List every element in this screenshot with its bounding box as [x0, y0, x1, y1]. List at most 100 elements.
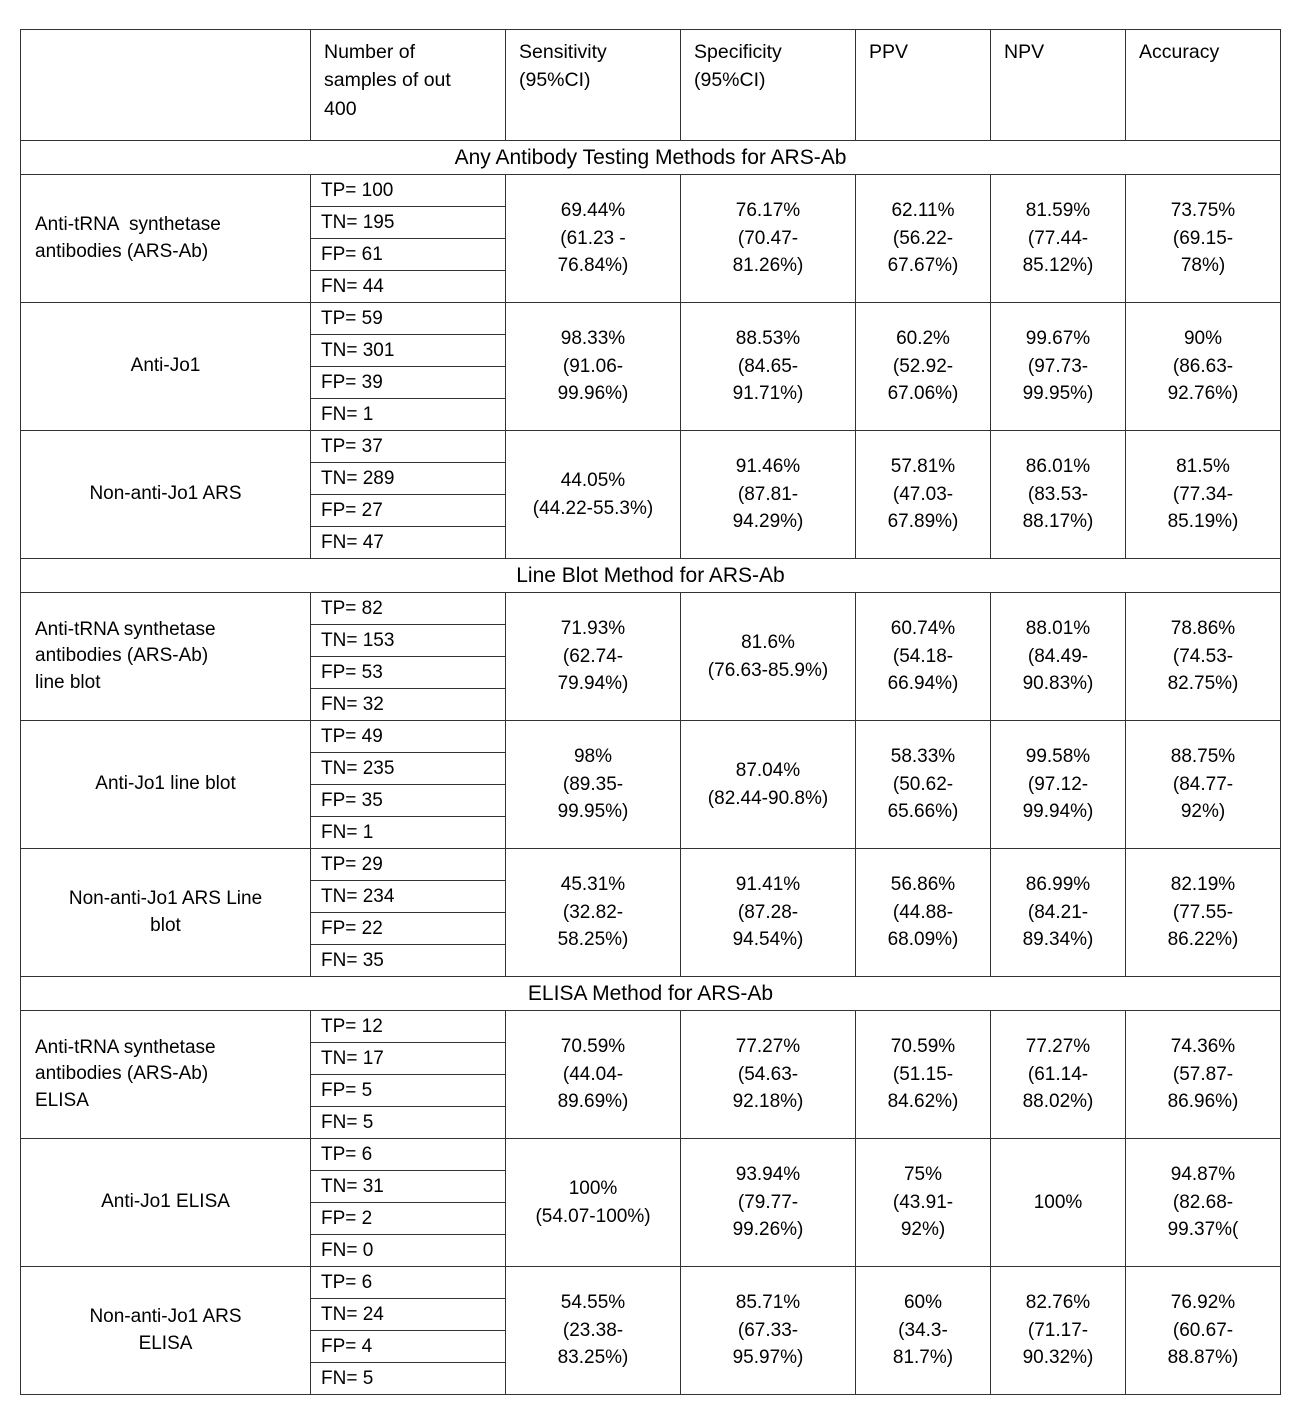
- ppv-cell: 70.59% (51.15- 84.62%): [855, 1010, 991, 1139]
- sample-count-cell: FN= 5: [310, 1106, 506, 1139]
- header-row: Number of samples of out 400 Sensitivity…: [20, 29, 1281, 141]
- accuracy-cell: 78.86% (74.53- 82.75%): [1125, 592, 1281, 721]
- sample-count-cell: TP= 49: [310, 720, 506, 753]
- accuracy-cell: 82.19% (77.55- 86.22%): [1125, 848, 1281, 977]
- ppv-cell: 60.2% (52.92- 67.06%): [855, 302, 991, 431]
- row-label: Non-anti-Jo1 ARS Line blot: [20, 848, 311, 977]
- sample-count-cell: FP= 22: [310, 912, 506, 945]
- data-row: Non-anti-Jo1 ARS TP= 37 44.05% (44.22-55.3…: [20, 430, 1281, 559]
- sample-count-cell: FN= 47: [310, 526, 506, 559]
- sensitivity-cell: 71.93% (62.74- 79.94%): [505, 592, 681, 721]
- sensitivity-cell: 69.44% (61.23 - 76.84%): [505, 174, 681, 303]
- specificity-cell: 77.27% (54.63- 92.18%): [680, 1010, 856, 1139]
- header-sensitivity: Sensitivity (95%CI): [505, 29, 681, 141]
- row-label: Anti-Jo1: [20, 302, 311, 431]
- accuracy-cell: 74.36% (57.87- 86.96%): [1125, 1010, 1281, 1139]
- ppv-cell: 56.86% (44.88- 68.09%): [855, 848, 991, 977]
- data-row: FP= 2: [21, 1202, 1281, 1235]
- sample-count-cell: TP= 6: [310, 1138, 506, 1171]
- data-row: Anti-Jo1 ELISA TP= 6 100% (54.07-100%) 93.9…: [20, 1138, 1281, 1267]
- sample-count-cell: FP= 2: [310, 1202, 506, 1235]
- section-header-row: Any Antibody Testing Methods for ARS-Ab: [20, 140, 1281, 175]
- ppv-cell: 60% (34.3- 81.7%): [855, 1266, 991, 1395]
- header-blank-cell: [20, 29, 311, 141]
- row-label: Anti-Jo1 line blot: [20, 720, 311, 849]
- data-row: FN= 1: [21, 398, 1281, 431]
- header-ppv: PPV: [855, 29, 991, 141]
- sample-count-cell: TN= 234: [310, 880, 506, 913]
- ppv-cell: 62.11% (56.22- 67.67%): [855, 174, 991, 303]
- data-row: FP= 27: [21, 494, 1281, 527]
- specificity-cell: 93.94% (79.77- 99.26%): [680, 1138, 856, 1267]
- section-title: Any Antibody Testing Methods for ARS-Ab: [20, 140, 1281, 175]
- data-row: FP= 53: [21, 656, 1281, 689]
- sample-count-cell: TN= 301: [310, 334, 506, 367]
- specificity-cell: 87.04% (82.44-90.8%): [680, 720, 856, 849]
- sample-count-cell: FN= 0: [310, 1234, 506, 1267]
- data-row: Anti-tRNA synthetase antibodies (ARS-Ab)…: [20, 592, 1281, 721]
- npv-cell: 86.99% (84.21- 89.34%): [990, 848, 1126, 977]
- npv-cell: 77.27% (61.14- 88.02%): [990, 1010, 1126, 1139]
- sample-count-cell: TP= 12: [310, 1010, 506, 1043]
- sample-count-cell: FN= 32: [310, 688, 506, 721]
- npv-cell: 88.01% (84.49- 90.83%): [990, 592, 1126, 721]
- sample-count-cell: TP= 82: [310, 592, 506, 625]
- npv-cell: 81.59% (77.44- 85.12%): [990, 174, 1126, 303]
- data-row: FN= 5: [21, 1362, 1281, 1395]
- sample-count-cell: FP= 35: [310, 784, 506, 817]
- row-label: Anti-Jo1 ELISA: [20, 1138, 311, 1267]
- row-label: Anti-tRNA synthetase antibodies (ARS-Ab)…: [20, 1010, 311, 1139]
- sensitivity-cell: 44.05% (44.22-55.3%): [505, 430, 681, 559]
- header-samples: Number of samples of out 400: [310, 29, 506, 141]
- sample-count-cell: TP= 6: [310, 1266, 506, 1299]
- sample-count-cell: TN= 17: [310, 1042, 506, 1075]
- data-row: Non-anti-Jo1 ARS ELISA TP= 6 54.55% (23.38…: [20, 1266, 1281, 1395]
- accuracy-cell: 73.75% (69.15- 78%): [1125, 174, 1281, 303]
- header-accuracy: Accuracy: [1125, 29, 1281, 141]
- accuracy-cell: 81.5% (77.34- 85.19%): [1125, 430, 1281, 559]
- accuracy-cell: 76.92% (60.67- 88.87%): [1125, 1266, 1281, 1395]
- row-label: Anti-tRNA synthetase antibodies (ARS-Ab): [20, 174, 311, 303]
- sample-count-cell: TP= 37: [310, 430, 506, 463]
- sample-count-cell: FN= 35: [310, 944, 506, 977]
- sample-count-cell: FP= 27: [310, 494, 506, 527]
- sample-count-cell: TN= 195: [310, 206, 506, 239]
- data-row: Anti-Jo1 TP= 59 98.33% (91.06- 99.96%) 88.5…: [20, 302, 1281, 431]
- sample-count-cell: TN= 31: [310, 1170, 506, 1203]
- ppv-cell: 60.74% (54.18- 66.94%): [855, 592, 991, 721]
- sample-count-cell: FN= 44: [310, 270, 506, 303]
- sample-count-cell: FP= 39: [310, 366, 506, 399]
- sample-count-cell: FP= 5: [310, 1074, 506, 1107]
- sample-count-cell: TP= 59: [310, 302, 506, 335]
- data-row: FN= 35: [21, 944, 1281, 977]
- ppv-cell: 57.81% (47.03- 67.89%): [855, 430, 991, 559]
- data-row: TN= 195: [21, 206, 1281, 239]
- specificity-cell: 81.6% (76.63-85.9%): [680, 592, 856, 721]
- sensitivity-cell: 54.55% (23.38- 83.25%): [505, 1266, 681, 1395]
- sensitivity-cell: 70.59% (44.04- 89.69%): [505, 1010, 681, 1139]
- data-row: FP= 5: [21, 1074, 1281, 1107]
- sample-count-cell: TP= 29: [310, 848, 506, 881]
- sample-count-cell: FP= 53: [310, 656, 506, 689]
- data-row: FN= 0: [21, 1234, 1281, 1267]
- sensitivity-cell: 100% (54.07-100%): [505, 1138, 681, 1267]
- row-label: Non-anti-Jo1 ARS ELISA: [20, 1266, 311, 1395]
- npv-cell: 86.01% (83.53- 88.17%): [990, 430, 1126, 559]
- npv-cell: 99.58% (97.12- 99.94%): [990, 720, 1126, 849]
- section-header-row: ELISA Method for ARS-Ab: [20, 976, 1281, 1011]
- ppv-cell: 58.33% (50.62- 65.66%): [855, 720, 991, 849]
- sensitivity-cell: 98.33% (91.06- 99.96%): [505, 302, 681, 431]
- sensitivity-cell: 98% (89.35- 99.95%): [505, 720, 681, 849]
- specificity-cell: 85.71% (67.33- 95.97%): [680, 1266, 856, 1395]
- sample-count-cell: FP= 4: [310, 1330, 506, 1363]
- accuracy-cell: 88.75% (84.77- 92%): [1125, 720, 1281, 849]
- sample-count-cell: TN= 235: [310, 752, 506, 785]
- data-row: Anti-tRNA synthetase antibodies (ARS-Ab)…: [20, 1010, 1281, 1139]
- sample-count-cell: TP= 100: [310, 174, 506, 207]
- data-row: FN= 47: [21, 526, 1281, 559]
- specificity-cell: 88.53% (84.65- 91.71%): [680, 302, 856, 431]
- data-row: Anti-tRNA synthetase antibodies (ARS-Ab)…: [20, 174, 1281, 303]
- sample-count-cell: TN= 24: [310, 1298, 506, 1331]
- header-specificity: Specificity (95%CI): [680, 29, 856, 141]
- data-row: FP= 4: [21, 1330, 1281, 1363]
